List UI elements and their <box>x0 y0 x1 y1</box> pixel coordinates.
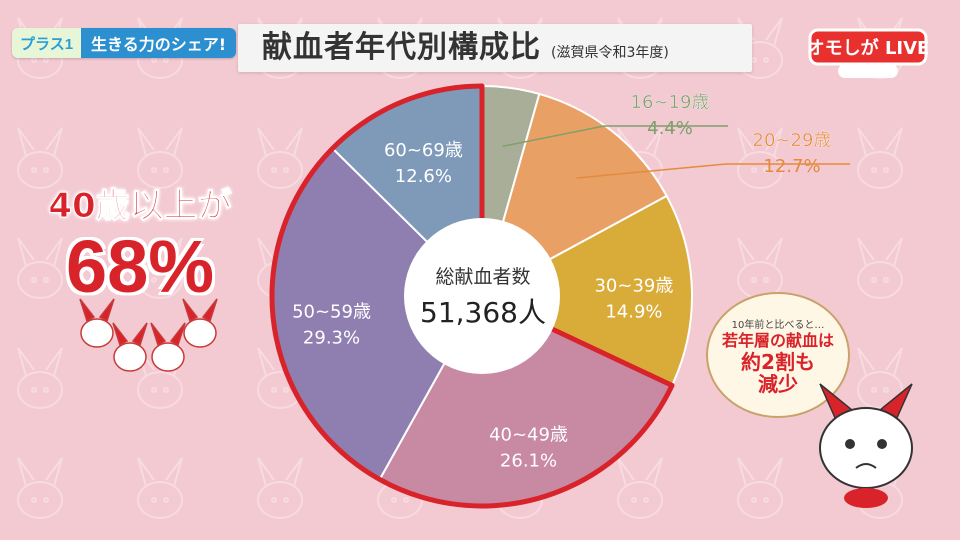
slice-label-5: 60~69歳 <box>384 140 463 161</box>
slice-value-5: 12.6% <box>395 166 452 187</box>
chart-subtitle: (滋賀県令和3年度) <box>551 45 669 61</box>
note-intro: 10年前と比べると… <box>731 319 825 331</box>
slice-label-4: 50~59歳 <box>292 301 371 322</box>
highlight-outline <box>269 83 675 509</box>
callout-line1: 40歳以上が <box>48 186 232 227</box>
slice-value-2: 14.9% <box>605 302 662 323</box>
slice-label-2: 30~39歳 <box>594 276 673 297</box>
pie-center-hole <box>404 218 560 374</box>
slice-value-1: 12.7% <box>763 156 820 177</box>
slice-value-4: 29.3% <box>303 327 360 348</box>
segment-logo: プラス1 <box>12 28 82 58</box>
slice-value-3: 26.1% <box>500 451 557 472</box>
mascot-group-illustration <box>79 298 218 372</box>
total-donors-value: 51,368人 <box>420 296 546 329</box>
slice-label-1: 20~29歳 <box>753 130 832 151</box>
program-logo-text: オモしが LIVE <box>808 37 928 59</box>
slice-label-3: 40~49歳 <box>489 425 568 446</box>
segment-title: 生きる力のシェア! <box>81 28 237 58</box>
callout-percent: 68% <box>65 225 215 308</box>
mascot-worried-illustration <box>819 383 913 508</box>
chart-title: 献血者年代別構成比 <box>262 30 541 65</box>
segment-tag: プラス1 生きる力のシェア! <box>12 28 237 58</box>
pie-center: 総献血者数 51,368人 <box>404 232 562 360</box>
total-donors-label: 総献血者数 <box>435 266 531 288</box>
slice-label-0: 16~19歳 <box>631 92 710 113</box>
leader-line-1 <box>576 163 850 179</box>
leader-line-0 <box>502 125 728 147</box>
note-line2: 約2割も <box>741 349 815 374</box>
program-logo: オモしが LIVE <box>808 28 928 78</box>
age-callout: 40歳以上が 68% <box>30 178 250 307</box>
pie-slice-2 <box>479 194 693 387</box>
note-line1: 若年層の献血は <box>721 330 834 350</box>
note-line3: 減少 <box>758 371 798 396</box>
slice-value-0: 4.4% <box>647 118 693 139</box>
chart-title-bar: 献血者年代別構成比 (滋賀県令和3年度) <box>238 24 752 72</box>
